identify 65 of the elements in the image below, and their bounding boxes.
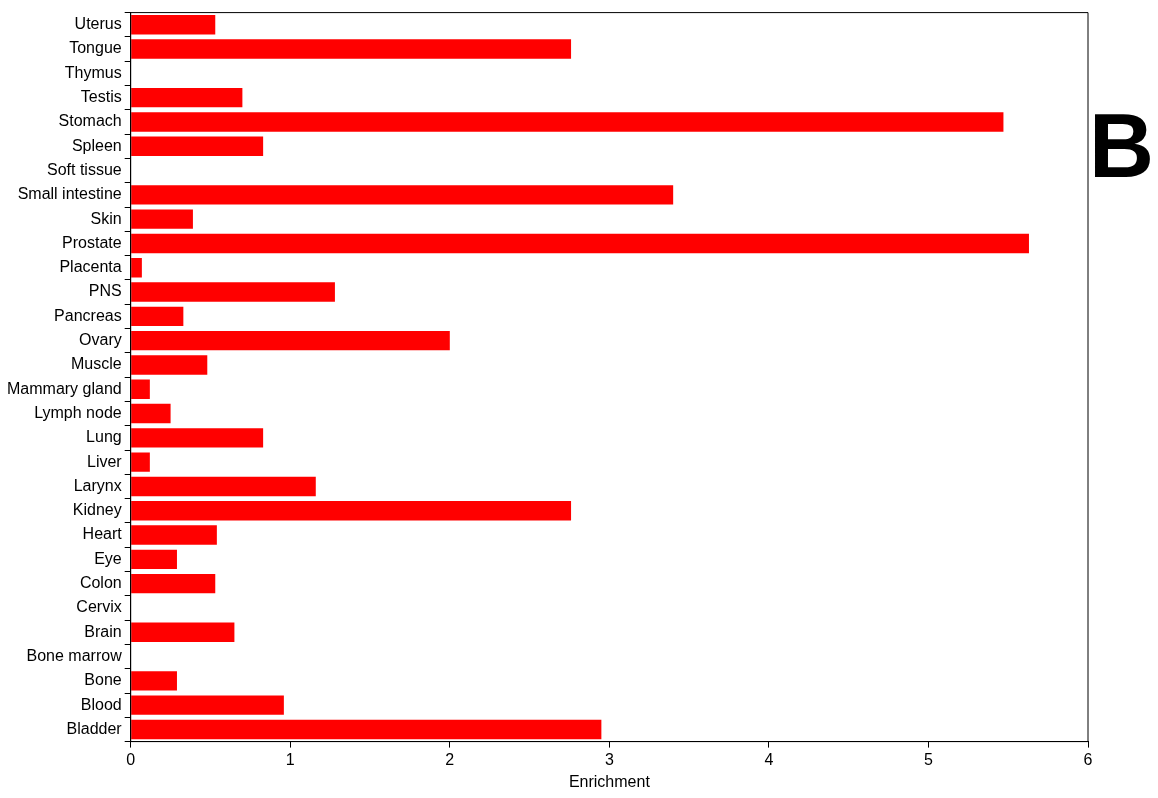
y-tick-label: Eye — [94, 549, 122, 567]
y-tick-label: Bone — [84, 671, 122, 689]
y-tick-label: Muscle — [71, 355, 122, 373]
bar — [131, 501, 572, 521]
x-axis-title: Enrichment — [568, 772, 651, 790]
y-tick-label: Larynx — [73, 476, 122, 494]
y-tick-label: Stomach — [58, 112, 122, 130]
bar — [131, 136, 264, 156]
bar — [131, 671, 177, 691]
y-tick-label: Lymph node — [34, 403, 122, 421]
bar — [131, 452, 150, 472]
y-tick-label: Pancreas — [54, 306, 122, 324]
bar — [131, 379, 150, 399]
x-tick-label: 6 — [1083, 750, 1093, 768]
y-tick-label: Blood — [80, 695, 122, 713]
y-tick-label: Bladder — [66, 719, 123, 737]
x-tick-label: 4 — [764, 750, 774, 768]
y-tick-label: Uterus — [74, 15, 122, 33]
y-tick-label: Bone marrow — [26, 646, 123, 664]
bar — [131, 719, 602, 740]
y-tick-label: Ovary — [79, 331, 122, 349]
x-tick-label: 3 — [604, 750, 614, 768]
bar — [131, 622, 235, 642]
bar — [131, 233, 1029, 254]
y-tick-label: Small intestine — [17, 185, 122, 203]
bar — [131, 209, 193, 229]
y-tick-label: Placenta — [59, 258, 122, 276]
bar — [131, 525, 217, 545]
bar — [131, 306, 184, 327]
y-tick-label: Prostate — [62, 233, 122, 251]
y-tick-label: Mammary gland — [7, 379, 122, 397]
y-tick-label: Testis — [80, 88, 122, 106]
x-tick-label: 1 — [285, 750, 295, 768]
bar — [131, 87, 243, 108]
y-tick-label: Tongue — [69, 39, 122, 57]
y-tick-label: Cervix — [76, 598, 122, 616]
y-tick-label: PNS — [88, 282, 122, 300]
bar — [131, 258, 142, 278]
x-tick-label: 5 — [924, 750, 933, 768]
bar — [131, 185, 674, 205]
bar — [131, 112, 1004, 132]
y-tick-label: Liver — [87, 452, 123, 470]
bar — [131, 282, 335, 302]
bar — [131, 573, 216, 594]
x-tick-label: 2 — [445, 750, 455, 768]
bar — [131, 15, 216, 35]
y-tick-label: Soft tissue — [47, 160, 122, 178]
y-tick-label: Kidney — [72, 501, 122, 519]
bar — [131, 695, 284, 715]
bar — [131, 355, 208, 375]
y-tick-label: Heart — [82, 525, 123, 543]
y-tick-label: Spleen — [71, 136, 122, 154]
y-tick-label: Thymus — [64, 63, 122, 81]
bar — [131, 330, 450, 351]
y-tick-label: Lung — [86, 428, 122, 446]
bar — [131, 549, 177, 570]
y-tick-label: Brain — [84, 622, 122, 640]
bar — [131, 403, 171, 424]
bar — [131, 476, 316, 497]
bar — [131, 39, 572, 59]
y-tick-label: Skin — [90, 209, 122, 227]
y-tick-label: Colon — [79, 574, 122, 592]
x-tick-label: 0 — [126, 750, 136, 768]
text: B — [1089, 95, 1154, 198]
bar — [131, 428, 264, 448]
